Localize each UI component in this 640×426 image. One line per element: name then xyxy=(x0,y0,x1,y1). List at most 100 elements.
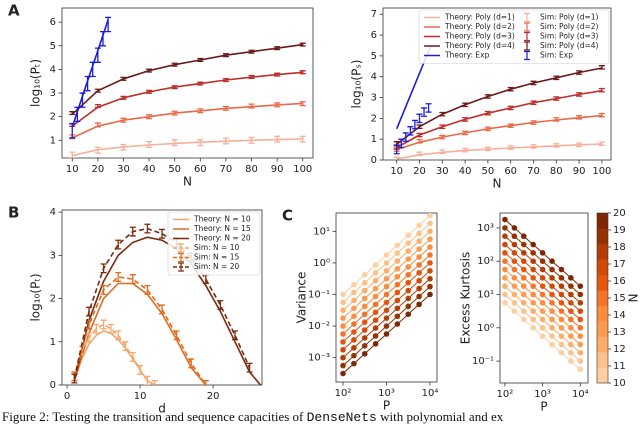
error-bar xyxy=(530,80,537,86)
error-bar xyxy=(94,103,101,109)
y-axis-label: log₁₀(Pₜ) xyxy=(29,59,43,107)
marker xyxy=(340,331,346,337)
marker xyxy=(568,275,574,281)
error-bar xyxy=(274,135,281,143)
y-tick-label: 10⁰ xyxy=(477,323,494,334)
x-tick-label: 0 xyxy=(64,391,70,402)
marker xyxy=(568,316,574,323)
marker xyxy=(361,303,368,310)
x-tick-label: 70 xyxy=(527,166,540,177)
marker xyxy=(539,333,546,339)
y-tick-label: 4 xyxy=(371,72,377,83)
marker xyxy=(558,308,565,314)
legend-label: Sim: Exp xyxy=(540,51,573,60)
colorbar-band xyxy=(597,290,608,307)
error-bar xyxy=(222,137,229,145)
error-bar xyxy=(151,380,158,385)
marker xyxy=(340,299,346,306)
error-bar xyxy=(507,105,514,111)
marker xyxy=(511,275,518,281)
error-bar xyxy=(416,113,423,124)
marker xyxy=(539,291,546,298)
error-bar xyxy=(120,76,127,81)
marker xyxy=(361,350,368,357)
marker xyxy=(568,333,574,339)
x-axis-label: N xyxy=(183,175,192,189)
legend-label: Sim: Poly (d=4) xyxy=(540,41,599,50)
error-bar xyxy=(484,126,491,132)
y-tick-label: 10¹ xyxy=(313,226,330,237)
marker xyxy=(383,307,390,314)
y-tick-label: 3 xyxy=(50,250,56,261)
x-tick-label: 70 xyxy=(220,164,233,175)
legend-frame xyxy=(167,211,261,276)
colorbar-tick-label: 14 xyxy=(613,310,626,321)
marker xyxy=(416,269,422,276)
legend-handle xyxy=(524,12,530,23)
marker xyxy=(427,213,433,219)
error-bar xyxy=(507,123,514,128)
marker xyxy=(394,266,401,272)
error-bar xyxy=(462,130,469,136)
plot-area xyxy=(69,16,306,158)
error-bar xyxy=(484,110,491,116)
x-tick-label: 10⁴ xyxy=(572,389,589,400)
marker xyxy=(577,316,584,323)
marker xyxy=(340,291,346,298)
marker xyxy=(558,333,565,339)
error-bar xyxy=(576,142,583,148)
colorbar-band xyxy=(597,243,608,260)
error-bar xyxy=(299,70,306,75)
legend-label: Theory: Poly (d=3) xyxy=(444,32,515,41)
error-bar xyxy=(598,65,605,70)
marker xyxy=(394,250,401,256)
colorbar-tick-label: 17 xyxy=(613,259,626,270)
marker xyxy=(530,291,536,298)
error-bar xyxy=(146,114,153,120)
marker xyxy=(351,289,357,296)
error-bar xyxy=(197,108,204,114)
marker xyxy=(549,275,555,281)
marker xyxy=(577,366,584,373)
marker xyxy=(539,324,546,331)
marker xyxy=(351,321,357,327)
y-axis-label: log₁₀(Pₜ) xyxy=(29,273,43,321)
error-bar xyxy=(222,105,229,111)
colorbar-label: N xyxy=(626,294,640,303)
marker xyxy=(416,246,422,252)
marker xyxy=(502,258,508,264)
y-tick-label: 0 xyxy=(371,155,377,166)
marker xyxy=(511,291,518,298)
marker xyxy=(577,300,584,306)
error-bar xyxy=(129,351,136,362)
legend-label: Theory: N = 20 xyxy=(193,234,251,243)
error-bar xyxy=(246,362,253,373)
marker xyxy=(405,264,412,270)
marker xyxy=(520,291,527,298)
legend-label: Sim: Poly (d=2) xyxy=(540,22,599,31)
error-bar xyxy=(120,143,127,151)
y-tick-label: 10⁻¹ xyxy=(472,356,494,367)
marker xyxy=(511,266,518,273)
marker xyxy=(577,324,584,331)
x-tick-label: 80 xyxy=(550,166,563,177)
y-tick-label: 10² xyxy=(477,256,494,267)
x-tick-label: 10 xyxy=(66,164,79,175)
panel-letter: C xyxy=(282,207,293,225)
error-bar xyxy=(416,138,423,144)
y-tick-label: 10⁻² xyxy=(308,321,330,332)
marker xyxy=(558,275,565,281)
legend-label: Theory: N = 15 xyxy=(193,224,251,233)
marker xyxy=(530,324,536,331)
marker xyxy=(383,291,390,298)
marker xyxy=(568,308,574,314)
marker xyxy=(351,360,357,367)
marker xyxy=(372,269,379,276)
marker xyxy=(530,300,536,306)
x-tick-label: 60 xyxy=(504,166,517,177)
series-line xyxy=(396,67,603,146)
colorbar-tick-label: 20 xyxy=(613,208,626,219)
marker xyxy=(394,321,401,327)
marker xyxy=(427,260,433,266)
colorbar-band xyxy=(597,213,608,229)
